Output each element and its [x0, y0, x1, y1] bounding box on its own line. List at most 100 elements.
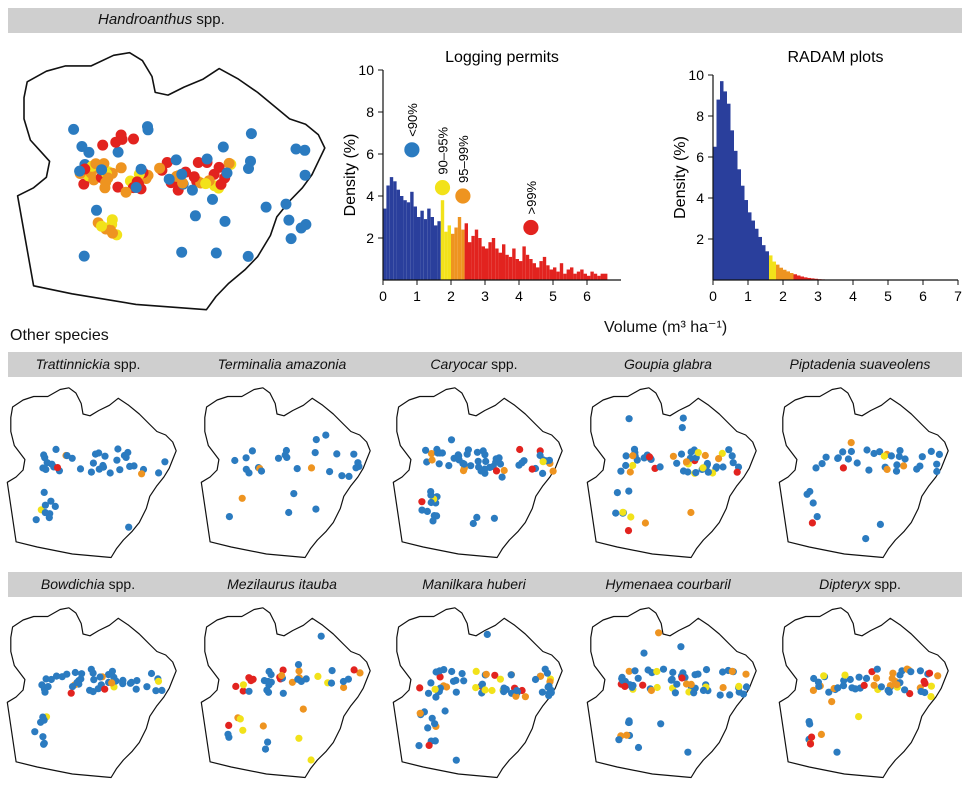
map-point: [679, 424, 686, 431]
map-point: [833, 749, 840, 756]
histogram-bar: [512, 249, 515, 281]
species-map: [772, 604, 952, 794]
legend-marker: [404, 142, 420, 158]
map-point: [42, 509, 49, 516]
map-point: [700, 687, 707, 694]
map-point: [501, 467, 508, 474]
histogram-bar: [762, 245, 766, 280]
species-name: Mezilaurus itauba: [227, 576, 337, 592]
map-point: [91, 205, 102, 216]
map-point: [308, 756, 315, 763]
histogram-bar: [516, 259, 519, 280]
map-point: [155, 469, 162, 476]
map-point: [351, 666, 358, 673]
map-point: [232, 683, 239, 690]
y-tick-label: 4: [366, 188, 374, 204]
map-point: [265, 678, 272, 685]
map-point: [417, 710, 424, 717]
species-label: Manilkara huberi: [379, 576, 569, 596]
map-point: [678, 451, 685, 458]
map-point: [668, 677, 675, 684]
map-point: [39, 733, 46, 740]
histogram-bar: [780, 268, 784, 280]
map-point: [448, 668, 455, 675]
map-point: [448, 436, 455, 443]
map-point: [107, 469, 114, 476]
map-point: [840, 464, 847, 471]
map-point: [286, 233, 297, 244]
map-point: [522, 693, 529, 700]
map-point: [72, 669, 79, 676]
map-point: [224, 731, 231, 738]
map-point: [896, 671, 903, 678]
legend-label: <90%: [405, 103, 420, 137]
map-point: [68, 690, 75, 697]
map-point: [627, 468, 634, 475]
map-point: [265, 689, 272, 696]
histogram-bar: [773, 262, 777, 280]
map-point: [854, 459, 861, 466]
map-point: [77, 465, 84, 472]
map-point: [125, 524, 132, 531]
histogram-bar: [492, 238, 495, 280]
map-point: [717, 692, 724, 699]
map-point: [540, 458, 547, 465]
histogram-bar: [794, 274, 798, 280]
map-point: [126, 463, 133, 470]
map-point: [131, 182, 142, 193]
map-point: [705, 469, 712, 476]
map-point: [804, 491, 811, 498]
histogram-bar: [434, 225, 437, 280]
map-point: [113, 457, 120, 464]
map-point: [640, 650, 647, 657]
map-point: [807, 740, 814, 747]
map-point: [429, 456, 436, 463]
map-point: [243, 251, 254, 262]
map-point: [239, 727, 246, 734]
map-point: [96, 221, 107, 232]
histogram-bar: [741, 186, 745, 280]
map-point: [52, 446, 59, 453]
map-point: [109, 668, 116, 675]
histogram-bar: [458, 217, 461, 280]
histogram-bar: [543, 257, 546, 280]
map-point: [848, 684, 855, 691]
map-point: [350, 451, 357, 458]
map-point: [296, 223, 307, 234]
map-point: [96, 164, 107, 175]
map-point: [815, 683, 822, 690]
histogram-bar: [478, 238, 481, 280]
map-point: [884, 466, 891, 473]
map-point: [133, 686, 140, 693]
map-point: [725, 446, 732, 453]
state-outline: [587, 388, 756, 558]
map-point: [322, 432, 329, 439]
map-point: [308, 464, 315, 471]
map-point: [933, 461, 940, 468]
map-point: [78, 670, 85, 677]
map-point: [283, 215, 294, 226]
main-species-italic: Handroanthus: [98, 11, 192, 28]
map-point: [743, 683, 750, 690]
map-point: [352, 464, 359, 471]
map-point: [431, 720, 438, 727]
map-point: [808, 734, 815, 741]
map-point: [152, 687, 159, 694]
x-tick-label: 0: [379, 288, 387, 304]
map-point: [863, 675, 870, 682]
map-point: [493, 467, 500, 474]
map-point: [719, 463, 726, 470]
map-point: [281, 199, 292, 210]
species-name: Trattinnickia: [36, 356, 110, 372]
map-point: [224, 158, 235, 169]
histogram-bar: [573, 274, 576, 280]
map-point: [300, 170, 311, 181]
map-point: [88, 469, 95, 476]
map-point: [218, 142, 229, 153]
map-point: [692, 671, 699, 678]
map-point: [653, 668, 660, 675]
map-point: [810, 675, 817, 682]
map-point: [216, 179, 227, 190]
map-point: [874, 666, 881, 673]
map-point: [42, 502, 49, 509]
